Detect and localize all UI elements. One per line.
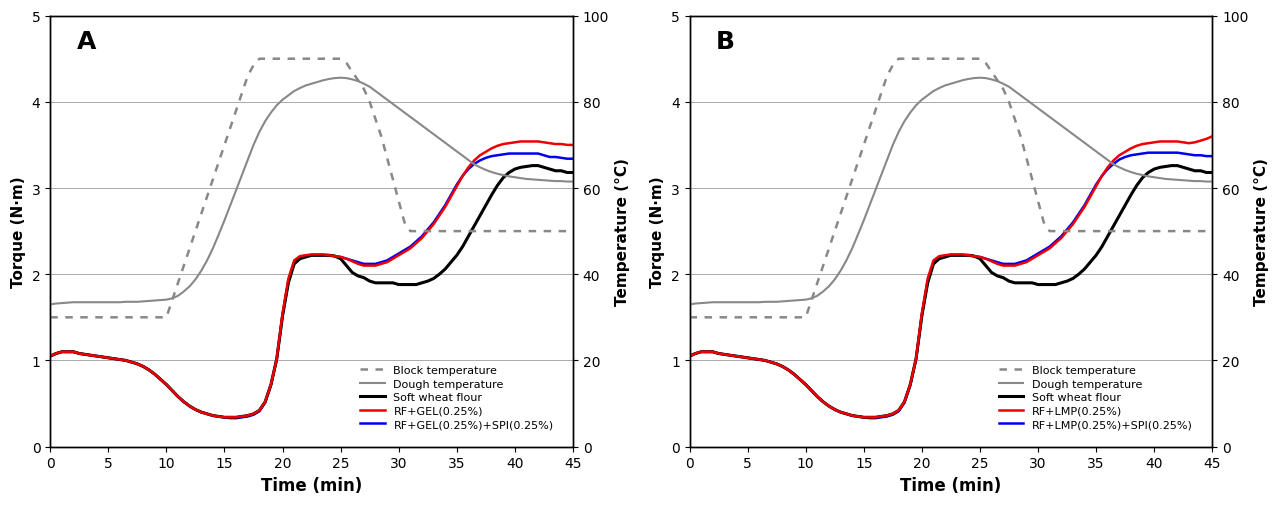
Y-axis label: Temperature (°C): Temperature (°C) (614, 158, 630, 306)
Legend: Block temperature, Dough temperature, Soft wheat flour, RF+LMP(0.25%), RF+LMP(0.: Block temperature, Dough temperature, So… (996, 362, 1197, 433)
Legend: Block temperature, Dough temperature, Soft wheat flour, RF+GEL(0.25%), RF+GEL(0.: Block temperature, Dough temperature, So… (357, 362, 557, 433)
X-axis label: Time (min): Time (min) (261, 476, 362, 494)
Y-axis label: Temperature (°C): Temperature (°C) (1254, 158, 1268, 306)
X-axis label: Time (min): Time (min) (900, 476, 1001, 494)
Y-axis label: Torque (N·m): Torque (N·m) (12, 176, 26, 287)
Y-axis label: Torque (N·m): Torque (N·m) (650, 176, 666, 287)
Text: A: A (77, 29, 96, 54)
Text: B: B (716, 29, 735, 54)
